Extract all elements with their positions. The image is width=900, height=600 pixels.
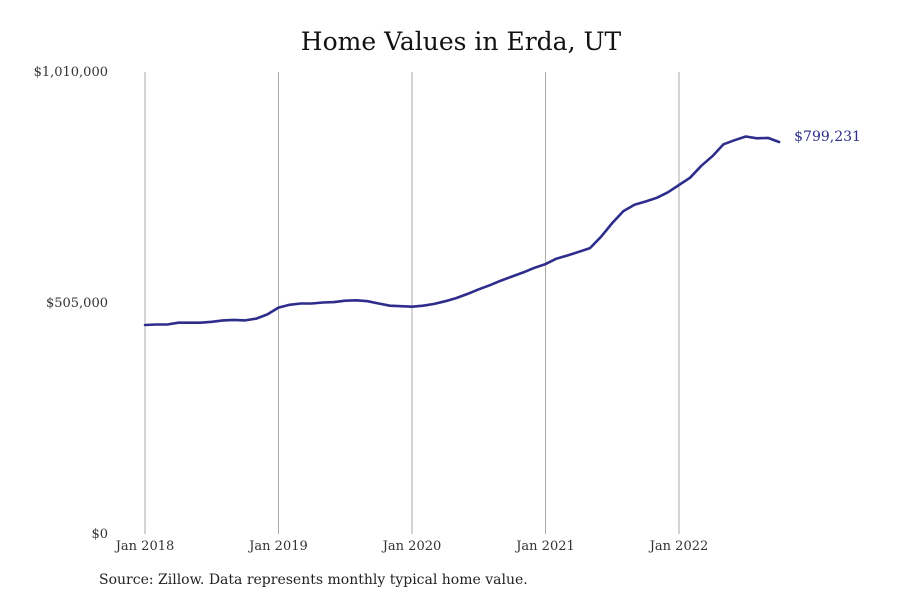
y-tick-label: $505,000 — [46, 296, 108, 311]
y-axis-tick-labels: $0 $505,000 $1,010,000 — [34, 65, 108, 542]
source-note: Source: Zillow. Data represents monthly … — [99, 572, 528, 588]
end-value-label: $799,231 — [794, 129, 861, 145]
label-layer: $799,231 — [794, 129, 861, 145]
x-tick-label: Jan 2019 — [247, 539, 308, 554]
series-line — [143, 135, 781, 327]
y-tick-label: $0 — [91, 527, 108, 542]
y-tick-label: $1,010,000 — [34, 65, 108, 80]
x-tick-label: Jan 2020 — [381, 539, 442, 554]
gridlines — [144, 72, 680, 534]
x-tick-label: Jan 2018 — [114, 539, 175, 554]
x-tick-label: Jan 2022 — [648, 539, 709, 554]
x-tick-label: Jan 2021 — [514, 539, 575, 554]
x-axis-tick-labels: Jan 2018 Jan 2019 Jan 2020 Jan 2021 Jan 2022 — [114, 539, 709, 554]
chart-title: Home Values in Erda, UT — [300, 27, 622, 56]
series-layer — [143, 135, 781, 327]
